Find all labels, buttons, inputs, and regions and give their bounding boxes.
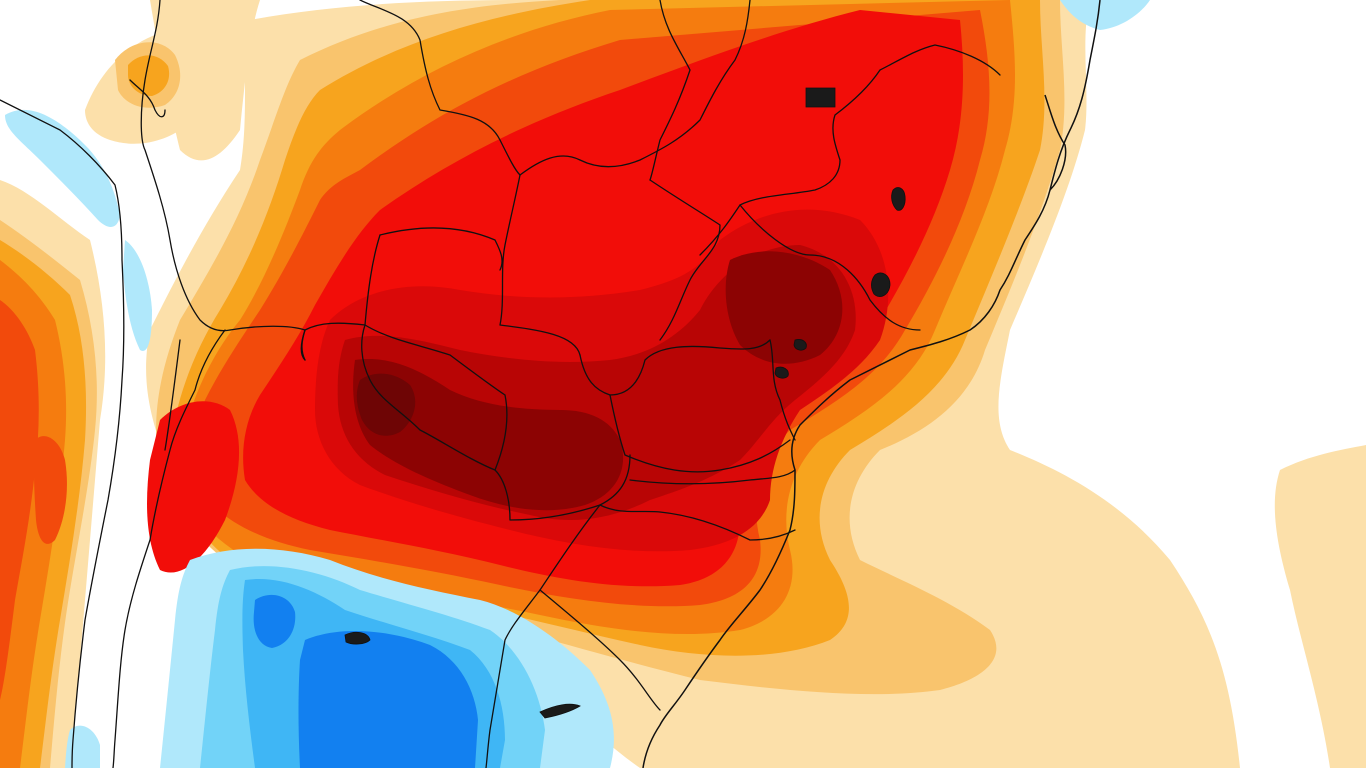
band-warm-10 [356, 373, 416, 436]
coastline-atlantic [642, 0, 1101, 768]
border-state-f [699, 44, 1001, 256]
border-argentina-brazil [485, 504, 601, 768]
coastline [642, 0, 1101, 768]
border-state-c [379, 227, 503, 271]
coastline-east-detail [1044, 94, 1067, 191]
lake-3 [793, 339, 807, 351]
band-warm-5-west-a [0, 300, 39, 700]
border-state-h [649, 0, 691, 181]
border-andes-north [140, 0, 231, 332]
band-warm-1-east [1274, 445, 1366, 768]
border-state-l [609, 394, 791, 473]
lake-2 [871, 272, 891, 297]
border-state-j [769, 339, 796, 441]
border-state-i [739, 204, 921, 331]
border-state-m [629, 469, 796, 485]
border-state-k [494, 454, 631, 521]
lakes [344, 87, 906, 719]
band-warm-9 [353, 359, 624, 511]
border-bolivia-west [229, 325, 306, 361]
border-paraguay [361, 324, 508, 471]
border-state-e [579, 339, 771, 396]
band-cold-1-nw2 [123, 240, 152, 351]
band-cold-4-spot [253, 594, 296, 648]
border-state-n [599, 504, 796, 541]
country-borders [0, 0, 1001, 768]
lake-5 [539, 703, 581, 719]
band-warm-5-west-b [33, 436, 67, 544]
band-cold-4-south [298, 630, 478, 768]
band-cold-1-top [1060, 0, 1150, 30]
band-warm-3-nw [128, 55, 170, 96]
border-state-b [499, 174, 581, 356]
band-warm-9-se [725, 251, 843, 364]
lake-7 [805, 87, 836, 108]
border-state-a [519, 0, 751, 176]
band-warm-6-west [147, 401, 240, 573]
lake-1 [891, 187, 906, 211]
lake-4 [774, 366, 789, 379]
border-brazil-north [359, 0, 521, 176]
band-warm-1-n [150, 0, 260, 161]
lake-6 [344, 631, 371, 645]
band-cold-1-nw [5, 109, 120, 227]
band-cold-1-sw [65, 725, 100, 768]
border-uruguay [539, 589, 661, 711]
border-chile-coast [0, 99, 125, 768]
border-state-g [649, 179, 721, 341]
border-andes-inner [164, 339, 181, 451]
border-bolivia-peru [129, 79, 166, 118]
border-chile-argentina [112, 329, 226, 768]
